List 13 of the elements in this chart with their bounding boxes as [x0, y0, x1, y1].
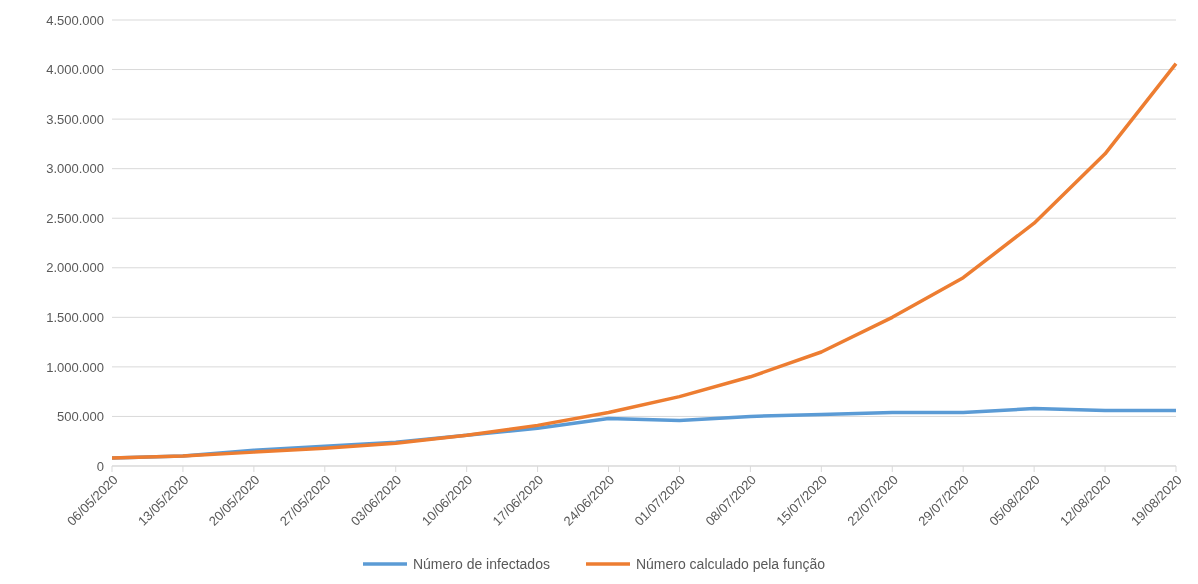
y-tick-label: 3.000.000	[46, 161, 104, 177]
y-tick-label: 2.500.000	[46, 210, 104, 226]
y-tick-label: 4.000.000	[46, 62, 104, 78]
legend-label: Número de infectados	[411, 556, 550, 572]
y-tick-label: 500.000	[57, 409, 104, 425]
legend-label: Número calculado pela função	[634, 556, 826, 572]
y-tick-label: 1.000.000	[46, 359, 104, 375]
y-tick-label: 3.500.000	[46, 111, 104, 127]
y-tick-label: 2.000.000	[46, 260, 104, 276]
y-tick-label: 1.500.000	[46, 309, 104, 325]
y-tick-label: 4.500.000	[46, 12, 104, 28]
line-series	[110, 61, 1178, 460]
y-tick-label: 0	[96, 458, 104, 474]
